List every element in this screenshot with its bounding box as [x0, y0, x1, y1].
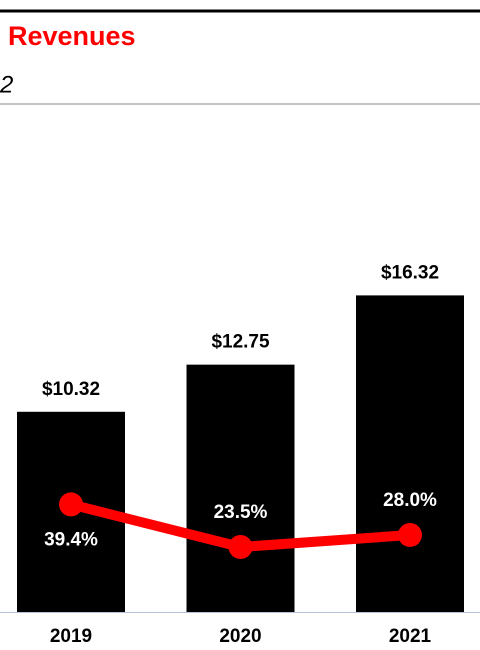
x-tick-label: 2021: [389, 626, 432, 647]
x-tick-label: 2019: [50, 626, 92, 647]
bar-value-label: $16.32: [381, 262, 439, 283]
bar-value-label: $10.32: [42, 379, 100, 400]
growth-point: [398, 522, 422, 547]
bar: [356, 295, 464, 612]
chart-title: Revenues: [8, 21, 136, 51]
growth-value-label: 39.4%: [44, 529, 98, 550]
bar-value-label: $12.75: [211, 332, 270, 353]
growth-value-label: 23.5%: [214, 502, 268, 523]
growth-point: [228, 535, 253, 560]
growth-point: [59, 492, 83, 517]
chart-subtitle: 2: [0, 71, 13, 98]
x-tick-label: 2020: [219, 626, 261, 647]
bar: [186, 364, 295, 612]
growth-value-label: 28.0%: [383, 490, 437, 511]
